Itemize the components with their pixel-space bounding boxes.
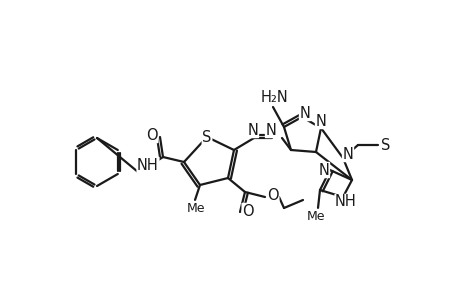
Text: H₂N: H₂N: [261, 89, 288, 104]
Text: NH: NH: [335, 194, 356, 209]
Text: S: S: [381, 137, 390, 152]
Text: NH: NH: [137, 158, 158, 172]
Text: N: N: [342, 146, 353, 161]
Text: O: O: [267, 188, 278, 203]
Text: N: N: [315, 113, 326, 128]
Text: N: N: [247, 122, 258, 137]
Text: N: N: [318, 163, 329, 178]
Text: S: S: [202, 130, 211, 145]
Text: O: O: [241, 203, 253, 218]
Text: O: O: [146, 128, 157, 142]
Text: N: N: [299, 106, 310, 121]
Text: Me: Me: [306, 209, 325, 223]
Text: Me: Me: [186, 202, 205, 214]
Text: N: N: [265, 122, 276, 137]
